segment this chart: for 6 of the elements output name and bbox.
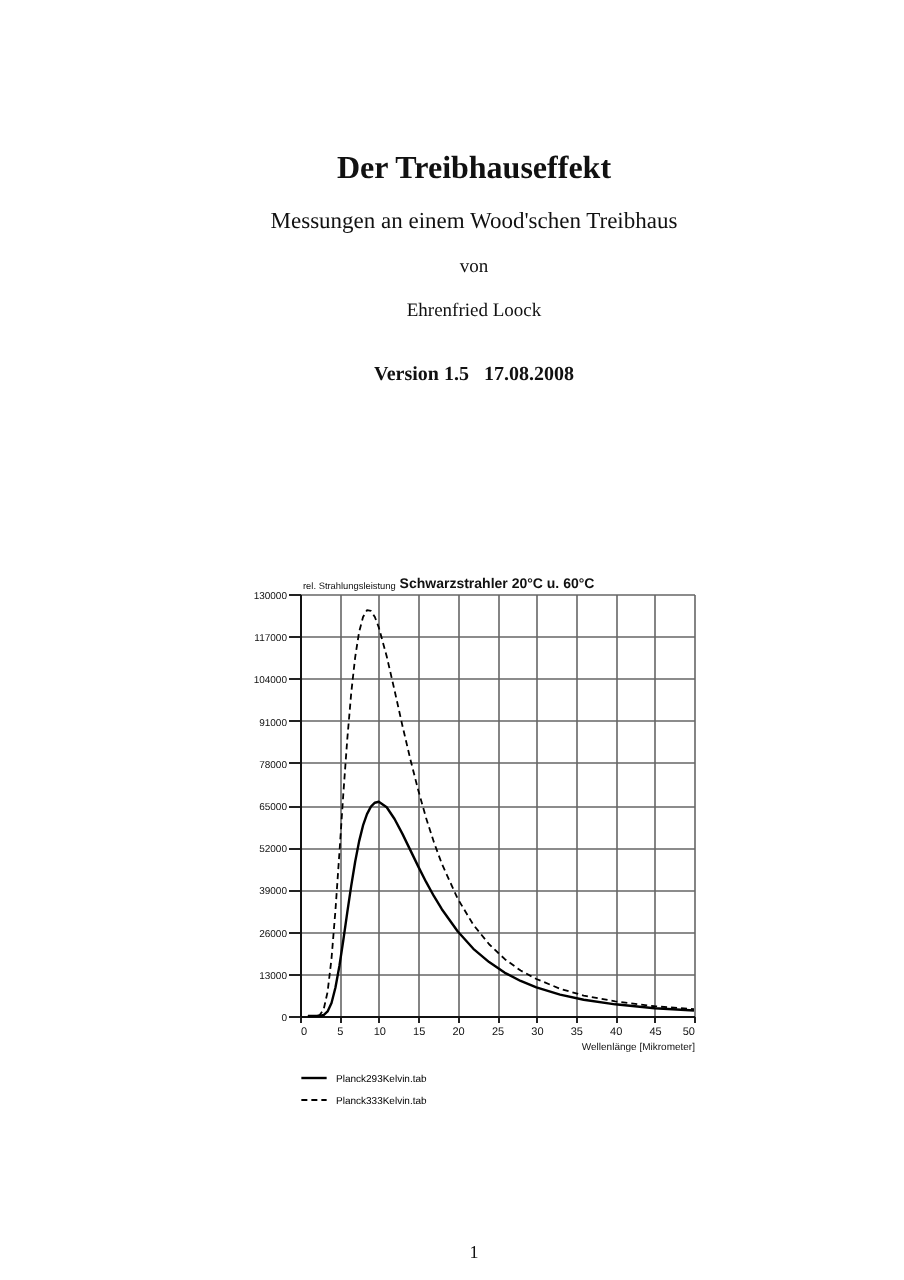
text: Der Treibhauseffekt: [334, 152, 614, 186]
text: Messungen an einem Wood'schen Treibhaus: [268, 210, 680, 235]
text: Version 1.5 17.08.2008: [372, 364, 576, 386]
text: 1: [467, 1242, 481, 1262]
text: von: [457, 258, 491, 279]
text: Ehrenfried Loock: [404, 302, 544, 323]
